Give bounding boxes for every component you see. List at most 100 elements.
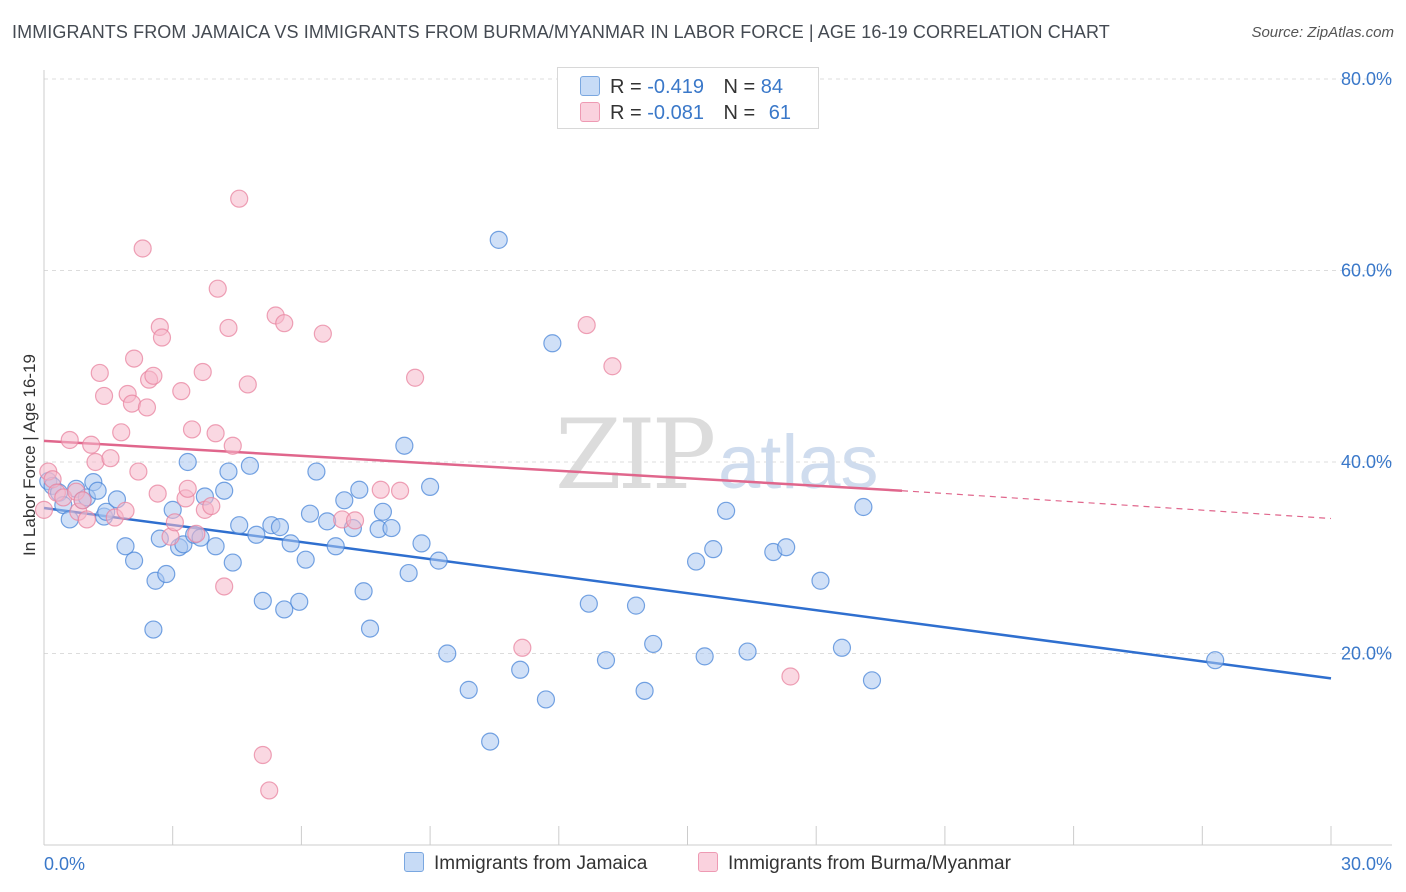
point-burma (371, 480, 390, 499)
point-burma (238, 375, 257, 394)
point-jamaica (644, 634, 663, 654)
legend-r-label: R = (610, 102, 642, 124)
point-burma (182, 420, 202, 439)
point-burma (148, 484, 167, 503)
point-burma (129, 462, 148, 481)
bottom-legend-burma: Immigrants from Burma/Myanmar (698, 852, 1011, 875)
legend-r-label: R = (610, 76, 642, 98)
bottom-legend-swatch-burma (698, 852, 718, 872)
tick-label-layer: 20.0% 40.0% 60.0% 80.0% 0.0% 30.0% (44, 69, 1392, 874)
legend-n-value: 84 (760, 76, 784, 98)
point-burma (101, 449, 120, 468)
legend-row-jamaica: R = -0.419 N = 84 (580, 76, 783, 100)
series-jamaica (39, 230, 1225, 751)
point-burma (345, 511, 365, 530)
legend-r-value: -0.419 (647, 76, 704, 98)
point-burma (73, 491, 92, 510)
bottom-legend-label-jamaica: Immigrants from Jamaica (434, 853, 648, 874)
point-burma (122, 394, 142, 413)
point-jamaica (511, 660, 530, 679)
point-burma (60, 430, 79, 450)
point-burma (260, 781, 279, 800)
point-burma (34, 500, 54, 519)
point-burma (94, 386, 114, 406)
point-jamaica (354, 582, 373, 601)
point-jamaica (399, 563, 418, 583)
point-jamaica (275, 600, 294, 619)
point-jamaica (481, 732, 500, 751)
point-burma (137, 398, 157, 417)
point-burma (405, 368, 425, 387)
point-jamaica (1206, 651, 1225, 670)
point-burma (781, 667, 800, 686)
point-jamaica (360, 619, 380, 638)
point-jamaica (247, 525, 266, 544)
point-jamaica (438, 644, 457, 663)
point-jamaica (626, 596, 646, 615)
point-jamaica (382, 518, 401, 538)
point-jamaica (536, 690, 556, 709)
point-burma (86, 452, 105, 472)
legend-r-value: -0.081 (647, 102, 704, 124)
point-jamaica (695, 647, 714, 666)
point-jamaica (223, 553, 242, 572)
point-burma (90, 363, 109, 383)
series-burma (34, 189, 800, 800)
point-burma (82, 435, 101, 454)
point-jamaica (686, 552, 706, 571)
point-burma (230, 189, 249, 208)
axis-layer (43, 70, 1392, 846)
bottom-legend-jamaica: Immigrants from Jamaica (404, 852, 647, 875)
point-jamaica (412, 534, 431, 553)
legend-swatch-burma (580, 102, 600, 122)
point-jamaica (253, 591, 272, 610)
point-burma (577, 315, 596, 335)
watermark-atlas: atlas (718, 420, 879, 505)
point-jamaica (318, 512, 337, 531)
point-jamaica (635, 681, 654, 700)
point-jamaica (296, 550, 315, 569)
grid-layer (44, 78, 1392, 654)
trendline-burma-extension (901, 490, 1332, 520)
point-jamaica (290, 592, 309, 611)
x-tick-label: 30.0% (1341, 854, 1392, 874)
point-jamaica (215, 481, 234, 500)
x-tick-label: 0.0% (44, 854, 85, 874)
point-jamaica (270, 518, 290, 537)
point-burma (253, 745, 272, 765)
legend-n-label: N = (723, 102, 756, 124)
point-burma (165, 513, 184, 532)
y-tick-label: 80.0% (1341, 69, 1392, 89)
point-jamaica (307, 462, 326, 481)
point-jamaica (178, 452, 197, 472)
point-jamaica (459, 680, 478, 699)
point-jamaica (811, 571, 830, 590)
trendline-burma (43, 439, 903, 492)
point-jamaica (738, 642, 757, 661)
source-label: Source: ZipAtlas.com (1251, 24, 1394, 41)
point-burma (206, 424, 225, 443)
point-jamaica (777, 538, 796, 557)
points-layer (34, 189, 1225, 800)
point-jamaica (335, 491, 354, 510)
y-axis-label: In Labor Force | Age 16-19 (20, 354, 39, 556)
point-burma (133, 239, 152, 258)
point-burma (219, 318, 238, 338)
point-jamaica (489, 230, 508, 249)
point-jamaica (704, 540, 723, 559)
y-tick-label: 40.0% (1341, 452, 1392, 472)
y-tick-label: 60.0% (1341, 261, 1392, 281)
point-jamaica (88, 481, 107, 500)
point-jamaica (717, 501, 736, 520)
point-jamaica (157, 564, 176, 584)
bottom-legend-label-burma: Immigrants from Burma/Myanmar (728, 853, 1011, 874)
chart-title: IMMIGRANTS FROM JAMAICA VS IMMIGRANTS FR… (12, 22, 1110, 42)
point-jamaica (230, 516, 249, 535)
y-tick-label: 20.0% (1341, 644, 1392, 664)
point-burma (193, 362, 212, 382)
point-jamaica (429, 551, 448, 570)
point-burma (178, 479, 197, 498)
point-burma (215, 577, 234, 596)
point-burma (77, 510, 97, 529)
